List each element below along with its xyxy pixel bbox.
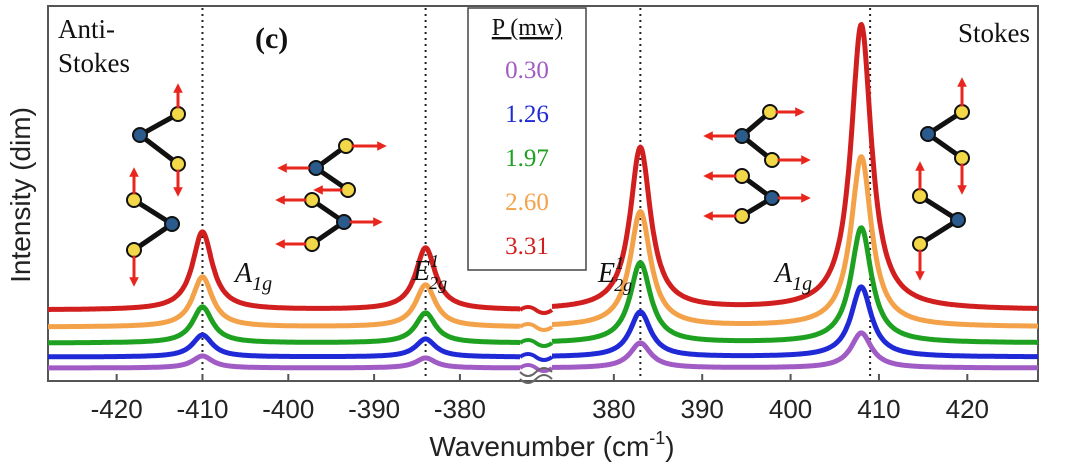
panel-label: (c) [255,22,288,55]
molecule-a1g-anti-top [132,83,186,197]
tick-label: 400 [769,394,812,424]
peak-label: E1 2g [597,253,632,295]
x-ticks: -420 -410 -400 -390 -380 380 390 400 410 420 [91,374,989,424]
molecule-sketches [126,77,970,287]
legend-box [467,7,587,271]
molecule-a1g-anti-bottom [126,167,180,287]
stokes-label: Stokes [958,18,1030,48]
tick-label: 420 [946,394,989,424]
series-0.30-break [518,363,554,373]
legend-entry: 3.31 [505,233,549,260]
peak-label: A1g [773,258,812,295]
tick-label: -380 [434,394,486,424]
anti-stokes-label: Anti-Stokes [58,14,130,78]
series-2.60-anti-stokes [46,274,522,330]
series-0.30-stokes [550,330,1040,371]
molecule-a1g-stokes-top [920,77,970,195]
tick-label: -420 [91,394,143,424]
legend-entry: 2.60 [505,189,549,216]
tick-label: 390 [681,394,724,424]
molecule-a1g-stokes-bottom [912,161,966,281]
tick-label: 380 [592,394,635,424]
x-axis-title: Wavenumber (cm-1) [429,428,674,462]
tick-label: -410 [176,394,228,424]
legend: P (mw) 0.30 1.26 1.97 2.60 3.31 [467,7,587,271]
series-2.60-stokes [550,154,1040,329]
molecule-e2g-stokes-bottom [703,168,811,224]
legend-entry: 0.30 [505,57,549,84]
molecule-e2g-anti-bottom [275,192,383,252]
tick-label: -390 [348,394,400,424]
series-1.97-stokes [550,225,1040,345]
series-2.60-break [518,322,554,332]
series-1.97-anti-stokes [46,304,522,346]
series-1.26-break [518,352,554,362]
molecule-e2g-anti-top [277,138,387,198]
spectra [46,22,1040,373]
y-axis-title: Intensity (dim) [5,107,36,283]
molecule-e2g-stokes-top [703,104,811,168]
series-3.31-break [518,305,554,315]
series-0.30-anti-stokes [46,353,522,371]
peak-label: E1 2g [412,251,447,293]
peak-labels: A1g E1 2g E1 2g A1g [233,251,812,295]
legend-entry: 1.97 [505,145,549,172]
series-3.31-stokes [550,22,1040,311]
tick-label: 410 [857,394,900,424]
axis-break [519,367,553,384]
peak-label: A1g [233,258,272,295]
series-3.31-anti-stokes [46,229,522,312]
legend-entry: 1.26 [505,101,549,128]
series-1.26-anti-stokes [46,332,522,360]
series-1.97-break [518,338,554,348]
series-1.26-stokes [550,284,1040,360]
legend-title: P (mw) [492,15,562,41]
tick-label: -400 [262,394,314,424]
